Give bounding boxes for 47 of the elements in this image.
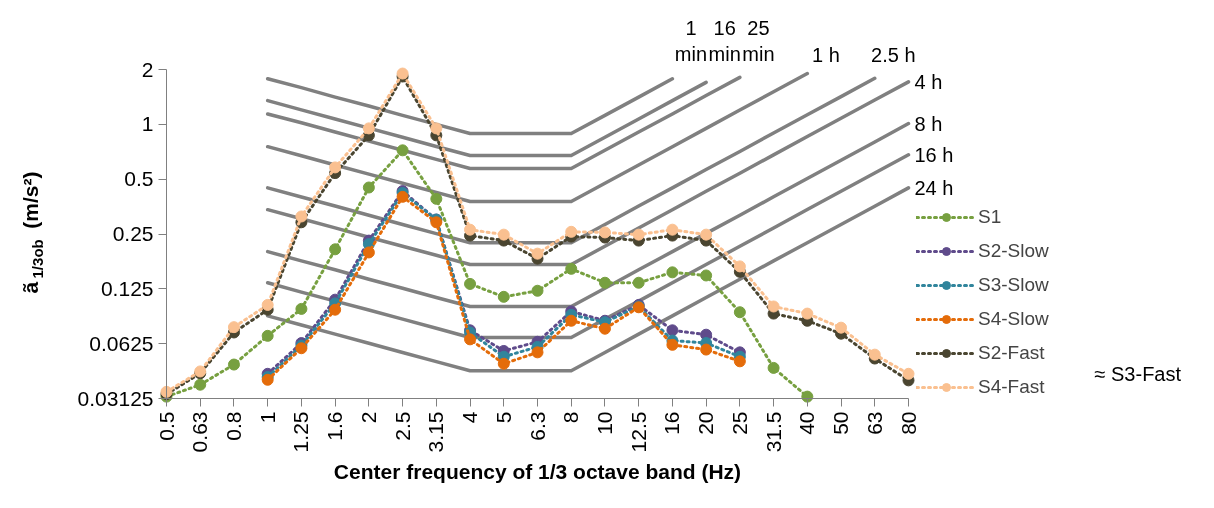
x-tick-label: 10 <box>592 411 616 435</box>
x-tick-label: 2 <box>356 411 380 424</box>
legend-label: S4-Slow <box>978 308 1049 330</box>
x-tick-label: 20 <box>694 411 718 435</box>
y-tick-label: 2 <box>141 57 154 81</box>
series-label: 25 min <box>742 17 775 66</box>
x-tick-label: 4 <box>458 411 482 424</box>
x-tick-label: 0.63 <box>188 411 212 453</box>
x-tick-label: 25 <box>727 411 751 435</box>
series-label: 2.5 h <box>871 43 916 66</box>
x-tick-label: 31.5 <box>761 411 785 453</box>
x-axis-title: Center frequency of 1/3 octave band (Hz) <box>333 460 742 484</box>
x-tick-label: 16 <box>660 411 684 435</box>
y-tick-label: 0.5 <box>124 167 154 191</box>
series-label: 16 min <box>708 17 741 66</box>
x-tick-label: 3.15 <box>424 411 448 453</box>
y-axis-title: ã1/3ob (m/s²) <box>19 171 46 294</box>
y-tick-label: 0.125 <box>100 276 154 300</box>
x-tick-label: 40 <box>795 411 819 435</box>
x-tick-label: 0.8 <box>221 411 245 441</box>
x-tick-label: 8 <box>559 411 583 424</box>
legend-label: S4-Fast <box>978 376 1045 398</box>
legend-label: S2-Slow <box>978 240 1049 262</box>
series-label: 16 h <box>914 143 954 166</box>
series-label: 24 h <box>914 176 954 199</box>
x-tick-label: 6.3 <box>525 411 549 441</box>
x-tick-label: 2.5 <box>390 411 414 441</box>
legend-label: S3-Slow <box>978 274 1049 296</box>
y-tick-label: 0.0625 <box>89 331 154 355</box>
x-tick-label: 1 <box>255 411 279 424</box>
y-tick-label: 0.25 <box>112 222 154 245</box>
x-tick-label: 12.5 <box>626 411 650 453</box>
y-tick-label: 0.03125 <box>77 386 154 410</box>
x-tick-label: 80 <box>896 411 920 435</box>
series-label: 8 h <box>914 112 943 135</box>
x-tick-label: 50 <box>829 411 853 435</box>
legend-label: S2-Fast <box>978 342 1045 364</box>
x-tick-label: 1.6 <box>323 411 347 441</box>
series-label: 1 h <box>811 43 840 66</box>
y-tick-label: 1 <box>141 112 154 136</box>
series-label: 4 h <box>914 70 943 93</box>
x-tick-label: 63 <box>862 411 886 435</box>
legend-label: S1 <box>978 206 1002 228</box>
series-label: 1 min <box>674 17 708 66</box>
x-tick-label: 1.25 <box>289 411 313 453</box>
text: ≈ S3-Fast <box>1094 362 1182 385</box>
x-tick-label: 5 <box>491 411 515 424</box>
